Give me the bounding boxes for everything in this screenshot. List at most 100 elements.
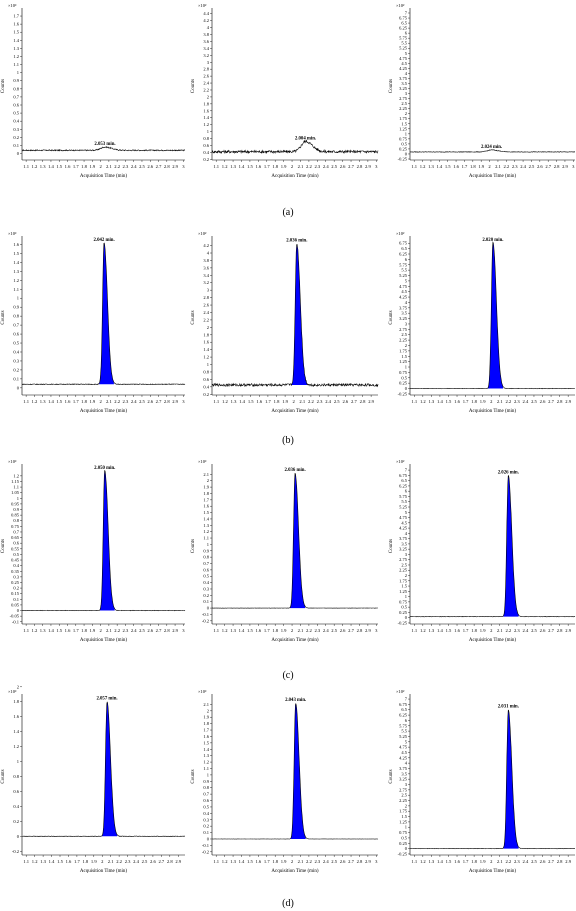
x-tick-label: 2.7 [156,399,162,404]
x-tick-label: 1.8 [274,399,280,404]
x-axis-label: Acquisition Time (min) [80,409,128,414]
y-tick-label: 1.9 [203,485,209,490]
x-tick-label: 1.2 [32,399,38,404]
y-tick-label: 6 [405,31,408,36]
x-tick-label: 2.8 [164,164,170,169]
y-tick-label: 5.5 [401,729,407,734]
x-axis-label: Acquisition Time (min) [469,869,517,874]
x-tick-label: 1.8 [81,164,87,169]
y-tick-label: 6 [405,718,408,723]
y-tick-label: 4.2 [203,243,209,248]
y-tick-label: 1.9 [203,715,209,720]
x-tick-label: 2.2 [114,164,120,169]
y-tick-label: 1.8 [13,699,19,704]
x-tick-label: 1.4 [239,628,245,633]
x-tick-label: 2.5 [331,628,337,633]
y-tick-label: 4 [405,531,408,536]
x-tick-label: 2.1 [106,164,112,169]
x-tick-label: 1.9 [89,628,95,633]
y-tick-label: 3.5 [401,541,407,546]
x-tick-label: 1.5 [248,399,254,404]
x-tick-label: 2.5 [331,164,337,169]
y-tick-label: 1.2 [13,473,19,478]
y-tick-label: 0.8 [13,518,19,523]
x-tick-label: 2.7 [548,859,554,864]
x-tick-label: 2.2 [505,859,511,864]
chromatogram-trace [22,701,186,837]
x-tick-label: 1.1 [23,399,29,404]
y-tick-label: 0.6 [13,332,19,337]
y-tick-label: 4.25 [399,526,408,531]
y-tick-label: 0.6 [203,143,209,148]
y-tick-label: 5 [405,51,408,56]
y-exponent-label: ×10² [396,459,405,464]
y-tick-label: 0.9 [13,305,19,310]
y-tick-label: 0.5 [13,111,19,116]
y-tick-label: 2.25 [399,568,408,573]
y-tick-label: 2.8 [203,295,209,300]
y-tick-label: 3.5 [401,771,407,776]
x-tick-label: 1.7 [265,399,271,404]
y-tick-label: 2 [17,684,19,689]
x-tick-label: 1.1 [213,859,219,864]
y-tick-label: 1.4 [13,729,19,734]
y-exponent-label: ×10² [396,689,405,694]
x-tick-label: 1.9 [480,399,486,404]
x-tick-label: 2.6 [537,164,543,169]
y-tick-label: 0.4 [203,150,209,155]
peak-area-fill [290,473,306,609]
y-tick-label: 0.1 [13,376,19,381]
y-tick-label: 0.9 [203,548,209,553]
y-exponent-label: ×10³ [198,459,207,464]
x-tick-label: 2.3 [514,399,520,404]
x-tick-label: 1.2 [420,859,426,864]
x-tick-label: 1.7 [264,859,270,864]
x-tick-label: 1.9 [478,164,484,169]
x-axis-label: Acquisition Time (min) [469,409,517,414]
x-tick-label: 2.9 [172,628,178,633]
x-tick-label: 1.7 [73,628,79,633]
y-tick-label: 0.5 [13,341,19,346]
y-exponent-label: ×10² [198,231,207,236]
x-tick-label: 2.8 [357,628,363,633]
y-tick-label: 1.5 [401,354,407,359]
x-tick-label: 1.2 [32,859,38,864]
y-tick-label: 0.6 [13,103,19,108]
y-tick-label: 0.35 [11,569,20,574]
y-tick-label: 1.75 [399,809,408,814]
peak-area-fill [503,710,519,849]
chromatogram-trace [409,474,576,618]
x-axis-label: Acquisition Time (min) [469,174,517,179]
y-tick-label: 0.75 [399,830,408,835]
x-tick-label: 2.4 [523,859,529,864]
y-tick-label: 3.8 [203,32,209,37]
y-tick-label: 2 [207,478,209,483]
x-tick-label: 3 [375,164,378,169]
y-tick-label: -0.2 [12,849,19,854]
y-tick-label: 0 [17,834,20,839]
y-tick-label: 4 [405,300,408,305]
y-tick-label: 0.8 [203,136,209,141]
y-tick-label: 1 [207,362,209,367]
x-tick-label: 2.4 [323,859,329,864]
x-tick-label: 1.2 [420,399,426,404]
y-tick-label: 2 [405,803,407,808]
y-tick-label: 5.25 [399,46,408,51]
y-tick-label: 5.75 [399,262,408,267]
y-tick-label: 3.25 [399,777,408,782]
x-axis-label: Acquisition Time (min) [271,869,319,874]
y-tick-label: 6.25 [399,483,408,488]
y-tick-label: 0.7 [13,323,19,328]
y-tick-label: 0 [17,385,20,390]
x-tick-label: 1.3 [231,399,237,404]
y-tick-label: 6.75 [399,241,408,246]
y-exponent-label: ×10³ [8,3,17,8]
y-tick-label: 2.75 [399,96,408,101]
y-tick-label: 2.2 [203,87,209,92]
y-tick-label: 1 [17,759,19,764]
y-tick-label: 0 [405,151,408,156]
x-tick-label: 2.2 [116,859,122,864]
y-tick-label: 0.8 [203,785,209,790]
y-tick-label: 3.75 [399,76,408,81]
